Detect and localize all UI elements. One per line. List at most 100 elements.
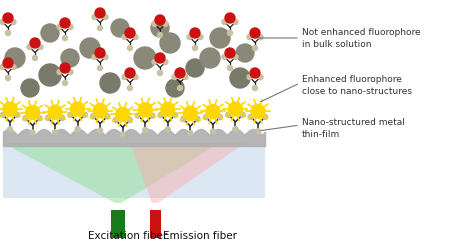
Circle shape: [80, 38, 100, 58]
Circle shape: [3, 58, 13, 68]
Circle shape: [5, 48, 25, 68]
Circle shape: [192, 45, 198, 51]
Circle shape: [122, 35, 127, 40]
Circle shape: [236, 44, 254, 62]
Circle shape: [26, 105, 39, 120]
Circle shape: [113, 118, 118, 123]
Circle shape: [75, 127, 80, 131]
Circle shape: [247, 75, 252, 79]
Circle shape: [122, 75, 127, 79]
Circle shape: [228, 66, 233, 70]
Circle shape: [8, 127, 12, 132]
Circle shape: [134, 47, 156, 69]
Circle shape: [133, 75, 138, 79]
Circle shape: [53, 130, 57, 135]
Circle shape: [157, 33, 163, 37]
Circle shape: [228, 102, 243, 116]
Circle shape: [230, 68, 250, 88]
Circle shape: [187, 35, 192, 40]
Circle shape: [27, 44, 32, 50]
Circle shape: [225, 48, 235, 58]
Circle shape: [175, 68, 185, 78]
Text: Nano-structured metal
thin-film: Nano-structured metal thin-film: [302, 118, 405, 139]
Circle shape: [152, 21, 157, 26]
Circle shape: [0, 64, 5, 69]
Circle shape: [0, 112, 5, 117]
Circle shape: [172, 75, 177, 79]
Circle shape: [210, 129, 215, 134]
Circle shape: [6, 31, 10, 35]
Circle shape: [116, 107, 130, 122]
Circle shape: [60, 115, 65, 120]
Circle shape: [128, 118, 132, 123]
Text: Enhanced fluorophore
close to nano-structures: Enhanced fluorophore close to nano-struc…: [302, 75, 412, 96]
Circle shape: [111, 19, 129, 37]
Circle shape: [98, 66, 102, 70]
Circle shape: [60, 63, 70, 73]
Circle shape: [158, 113, 163, 118]
Circle shape: [57, 25, 62, 29]
Circle shape: [203, 115, 208, 120]
Circle shape: [250, 68, 260, 78]
Circle shape: [240, 112, 245, 117]
Circle shape: [68, 112, 73, 117]
Circle shape: [71, 102, 85, 116]
Circle shape: [138, 103, 152, 117]
Polygon shape: [130, 143, 245, 203]
Circle shape: [21, 79, 39, 97]
FancyBboxPatch shape: [3, 143, 265, 198]
Circle shape: [125, 68, 135, 78]
FancyBboxPatch shape: [150, 210, 161, 238]
Circle shape: [161, 102, 175, 116]
Circle shape: [23, 116, 28, 121]
Circle shape: [253, 45, 257, 51]
Circle shape: [157, 70, 163, 76]
Circle shape: [15, 112, 19, 117]
Circle shape: [177, 86, 182, 90]
FancyBboxPatch shape: [111, 210, 125, 238]
Circle shape: [200, 48, 220, 68]
Circle shape: [250, 28, 260, 38]
Circle shape: [163, 21, 168, 26]
Circle shape: [3, 102, 17, 116]
Circle shape: [225, 13, 235, 23]
Circle shape: [143, 127, 148, 132]
Circle shape: [120, 132, 125, 137]
Circle shape: [11, 19, 16, 25]
Circle shape: [93, 104, 107, 118]
Circle shape: [253, 86, 257, 90]
Circle shape: [166, 79, 184, 97]
Circle shape: [103, 54, 108, 60]
Circle shape: [183, 75, 188, 79]
Circle shape: [92, 54, 97, 60]
Circle shape: [251, 104, 265, 118]
Circle shape: [206, 104, 220, 119]
Polygon shape: [3, 143, 220, 203]
Circle shape: [222, 54, 227, 60]
Circle shape: [163, 60, 168, 64]
Circle shape: [30, 130, 35, 135]
Circle shape: [152, 60, 157, 64]
Circle shape: [92, 15, 97, 19]
Circle shape: [48, 105, 62, 119]
Circle shape: [155, 15, 165, 25]
Circle shape: [91, 114, 96, 119]
Circle shape: [263, 114, 268, 119]
Circle shape: [46, 115, 50, 120]
Circle shape: [210, 28, 230, 48]
Circle shape: [233, 54, 238, 60]
Circle shape: [63, 35, 67, 41]
Circle shape: [103, 15, 108, 19]
Circle shape: [133, 35, 138, 40]
Text: Excitation fiber: Excitation fiber: [88, 231, 167, 241]
Circle shape: [160, 33, 180, 53]
Circle shape: [68, 25, 73, 29]
Text: Not enhanced fluorophore
in bulk solution: Not enhanced fluorophore in bulk solutio…: [302, 28, 420, 49]
Circle shape: [258, 75, 263, 79]
Circle shape: [248, 114, 253, 119]
Circle shape: [68, 69, 73, 75]
Circle shape: [41, 24, 59, 42]
Circle shape: [39, 64, 61, 86]
Circle shape: [255, 129, 261, 134]
Circle shape: [3, 13, 13, 23]
